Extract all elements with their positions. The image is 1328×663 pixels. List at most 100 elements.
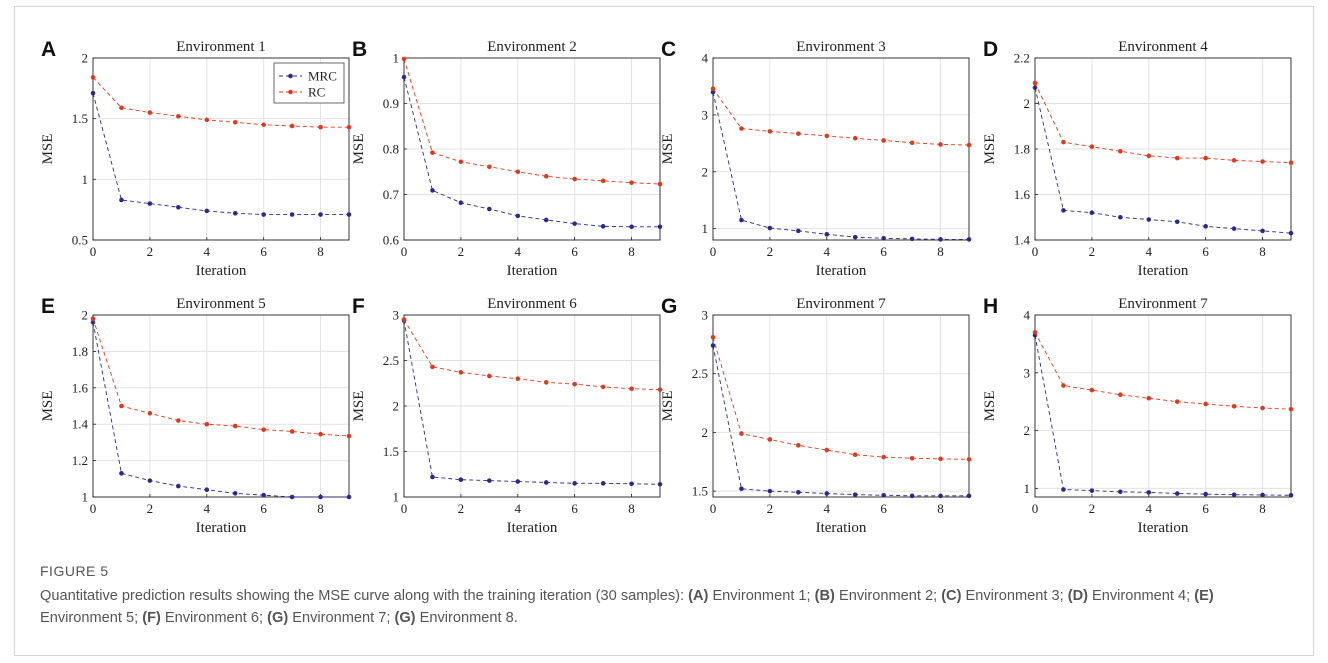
y-tick-label: 0.9 xyxy=(383,96,399,111)
data-point-mrc xyxy=(289,494,295,500)
data-point-rc xyxy=(767,437,773,442)
y-tick-label: 3 xyxy=(702,107,709,122)
data-point-rc xyxy=(346,124,352,130)
x-tick-label: 4 xyxy=(515,501,522,516)
x-tick-label: 6 xyxy=(880,501,887,516)
x-tick-label: 4 xyxy=(204,501,211,516)
caption-panel-ref: (G) xyxy=(394,610,416,626)
data-point-mrc xyxy=(1288,492,1294,498)
x-tick-label: 6 xyxy=(571,244,578,259)
caption-text: Environment 8. xyxy=(415,610,518,626)
caption-text: Environment 3; xyxy=(961,588,1068,604)
data-point-mrc xyxy=(1146,490,1152,495)
x-tick-label: 0 xyxy=(1032,501,1039,516)
y-axis-label: MSE xyxy=(40,134,56,165)
chart-title: Environment 5 xyxy=(176,296,266,312)
data-point-mrc xyxy=(1174,219,1180,225)
data-point-rc xyxy=(543,174,549,179)
data-point-rc xyxy=(657,181,663,187)
data-point-mrc xyxy=(852,492,858,497)
data-point-rc xyxy=(739,431,744,436)
data-point-mrc xyxy=(572,481,577,486)
chart-title: Environment 7 xyxy=(1118,296,1208,312)
x-tick-label: 8 xyxy=(1259,244,1266,259)
data-point-rc xyxy=(119,105,124,111)
data-point-mrc xyxy=(458,477,464,483)
data-point-rc xyxy=(796,443,801,448)
data-point-mrc xyxy=(1231,492,1237,497)
data-point-rc xyxy=(401,317,407,322)
axes-box xyxy=(1034,314,1292,498)
data-point-mrc xyxy=(147,201,153,206)
series-line-rc xyxy=(712,88,970,146)
series-line-mrc xyxy=(1034,335,1292,496)
data-point-rc xyxy=(515,169,521,175)
data-point-mrc xyxy=(458,200,464,205)
data-point-rc xyxy=(1231,158,1237,163)
data-point-mrc xyxy=(881,235,886,241)
data-point-mrc xyxy=(767,488,773,494)
data-point-rc xyxy=(261,122,266,128)
legend-box xyxy=(273,62,345,104)
data-point-rc xyxy=(1174,155,1180,161)
x-tick-label: 4 xyxy=(515,244,522,259)
caption-panel-ref: (E) xyxy=(1194,588,1214,604)
y-tick-label: 1.8 xyxy=(1014,142,1030,157)
chart-panel-a: 0 2 4 6 8 0.5 1 1.5 2 Iteration MSE Environment 1 A M… xyxy=(40,38,352,279)
data-point-mrc xyxy=(881,492,886,498)
x-tick-label: 4 xyxy=(1146,501,1153,516)
data-point-rc xyxy=(176,113,181,119)
data-point-rc xyxy=(966,142,972,148)
x-tick-label: 4 xyxy=(1146,244,1153,259)
caption-panel-ref: (D) xyxy=(1067,588,1088,604)
caption-panel-ref: (F) xyxy=(142,610,161,626)
chart-title: Environment 1 xyxy=(176,39,266,55)
data-point-mrc xyxy=(1260,492,1265,498)
data-point-mrc xyxy=(739,217,744,223)
y-tick-label: 2 xyxy=(82,51,89,66)
data-point-mrc xyxy=(232,211,238,216)
data-point-mrc xyxy=(909,493,915,499)
data-point-rc xyxy=(600,384,606,390)
data-point-mrc xyxy=(487,206,492,212)
data-point-mrc xyxy=(966,493,972,499)
data-point-rc xyxy=(1231,403,1237,409)
x-tick-label: 0 xyxy=(1032,244,1039,259)
x-tick-label: 2 xyxy=(147,501,154,516)
series-line-rc xyxy=(712,337,970,460)
series-line-rc xyxy=(92,77,349,128)
caption-text: Environment 2; xyxy=(834,588,942,604)
data-point-mrc xyxy=(119,197,124,203)
x-tick-label: 8 xyxy=(1259,501,1266,516)
data-point-rc xyxy=(796,131,801,136)
legend-marker-rc xyxy=(288,89,293,95)
panel-letter: B xyxy=(352,38,367,61)
x-tick-label: 4 xyxy=(824,244,831,259)
figure-label: FIGURE 5 xyxy=(40,563,109,579)
data-point-rc xyxy=(881,454,886,460)
x-tick-label: 8 xyxy=(317,244,324,259)
chart-panel-h: 0 2 4 6 8 1 2 3 4 Iteration MSE Environment 7 H xyxy=(982,295,1294,536)
y-tick-label: 1.5 xyxy=(383,444,399,459)
x-tick-label: 2 xyxy=(1089,244,1096,259)
y-tick-label: 1.8 xyxy=(72,344,88,359)
data-point-rc xyxy=(289,123,295,129)
y-axis-label: MSE xyxy=(40,391,56,422)
x-axis-label: Iteration xyxy=(816,263,867,279)
data-point-mrc xyxy=(204,487,210,493)
data-point-rc xyxy=(1118,148,1123,154)
data-point-rc xyxy=(938,142,943,147)
x-axis-label: Iteration xyxy=(816,520,867,536)
data-point-mrc xyxy=(232,491,238,496)
data-point-mrc xyxy=(289,212,295,217)
data-point-rc xyxy=(572,176,577,182)
y-tick-label: 2 xyxy=(82,308,89,323)
data-point-mrc xyxy=(796,490,801,495)
x-tick-label: 0 xyxy=(710,501,717,516)
caption-panel-ref: (C) xyxy=(941,588,962,604)
legend-label: RC xyxy=(308,85,325,100)
data-point-rc xyxy=(430,150,435,155)
x-tick-label: 6 xyxy=(1202,244,1209,259)
data-point-mrc xyxy=(1203,224,1208,229)
data-point-mrc xyxy=(938,237,943,242)
